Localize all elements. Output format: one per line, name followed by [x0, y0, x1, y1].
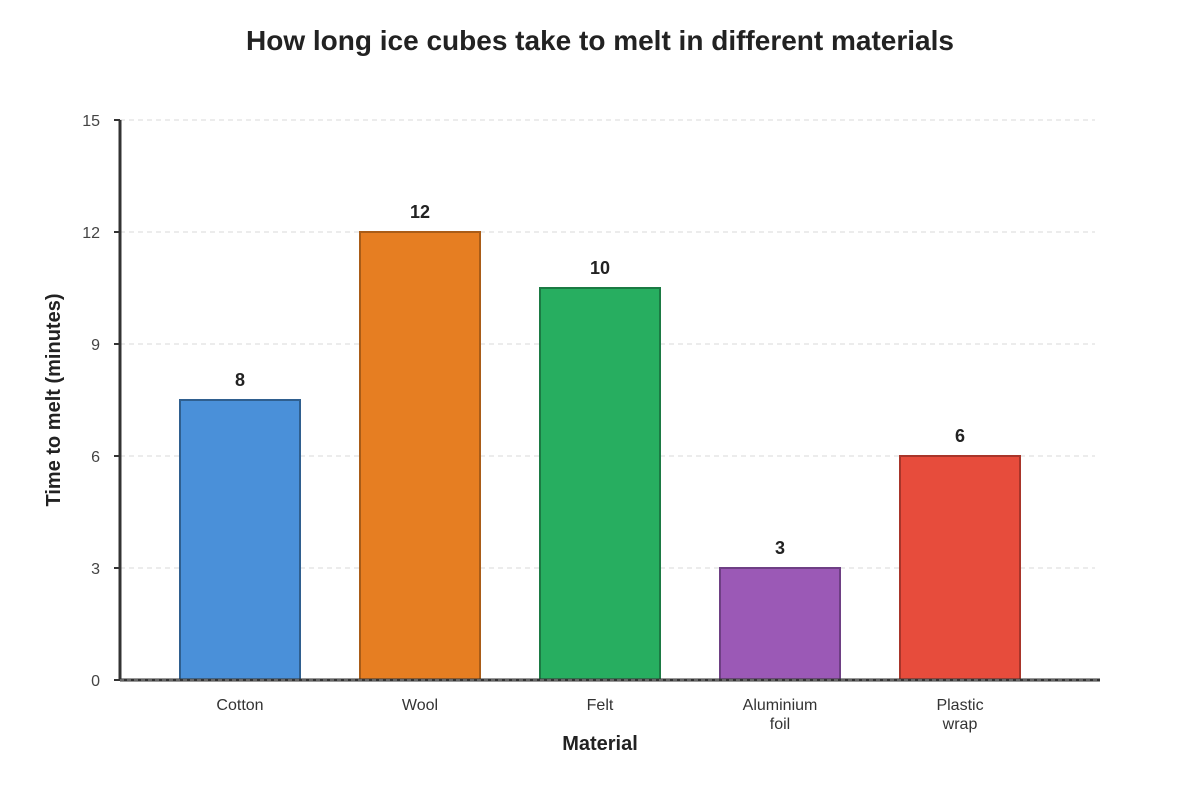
category-label-line: wrap [942, 716, 978, 733]
bar [539, 287, 661, 681]
category-label-line: foil [770, 716, 790, 733]
category-label: Felt [587, 697, 614, 714]
value-label: 6 [955, 426, 965, 446]
category-labels: Cotton Wool Felt Aluminium foil Plastic wrap [216, 697, 983, 733]
x-axis-label: Material [562, 733, 638, 755]
value-labels: 8 12 10 3 6 [235, 202, 965, 558]
y-tick-labels: 0 3 6 9 12 15 [82, 113, 100, 690]
value-label: 10 [590, 258, 610, 278]
bar [179, 399, 301, 681]
value-label: 3 [775, 538, 785, 558]
category-label: Aluminium foil [743, 697, 818, 733]
bar [899, 455, 1021, 681]
axes [114, 119, 1100, 682]
y-tick-label: 3 [91, 561, 100, 578]
y-tick-label: 12 [82, 225, 100, 242]
category-label: Plastic wrap [936, 697, 983, 733]
category-label-line: Plastic [936, 697, 983, 714]
category-label-line: Wool [402, 697, 438, 714]
chart-title: How long ice cubes take to melt in diffe… [246, 25, 954, 56]
bars [179, 231, 1021, 681]
y-tick-label: 6 [91, 449, 100, 466]
category-label-line: Felt [587, 697, 614, 714]
y-axis-label: Time to melt (minutes) [43, 294, 65, 507]
category-label: Wool [402, 697, 438, 714]
bar [359, 231, 481, 681]
bar [719, 567, 841, 681]
y-tick-label: 15 [82, 113, 100, 130]
value-label: 12 [410, 202, 430, 222]
category-label-line: Cotton [216, 697, 263, 714]
category-label: Cotton [216, 697, 263, 714]
category-label-line: Aluminium [743, 697, 818, 714]
y-tick-label: 9 [91, 337, 100, 354]
y-tick-label: 0 [91, 673, 100, 690]
value-label: 8 [235, 370, 245, 390]
